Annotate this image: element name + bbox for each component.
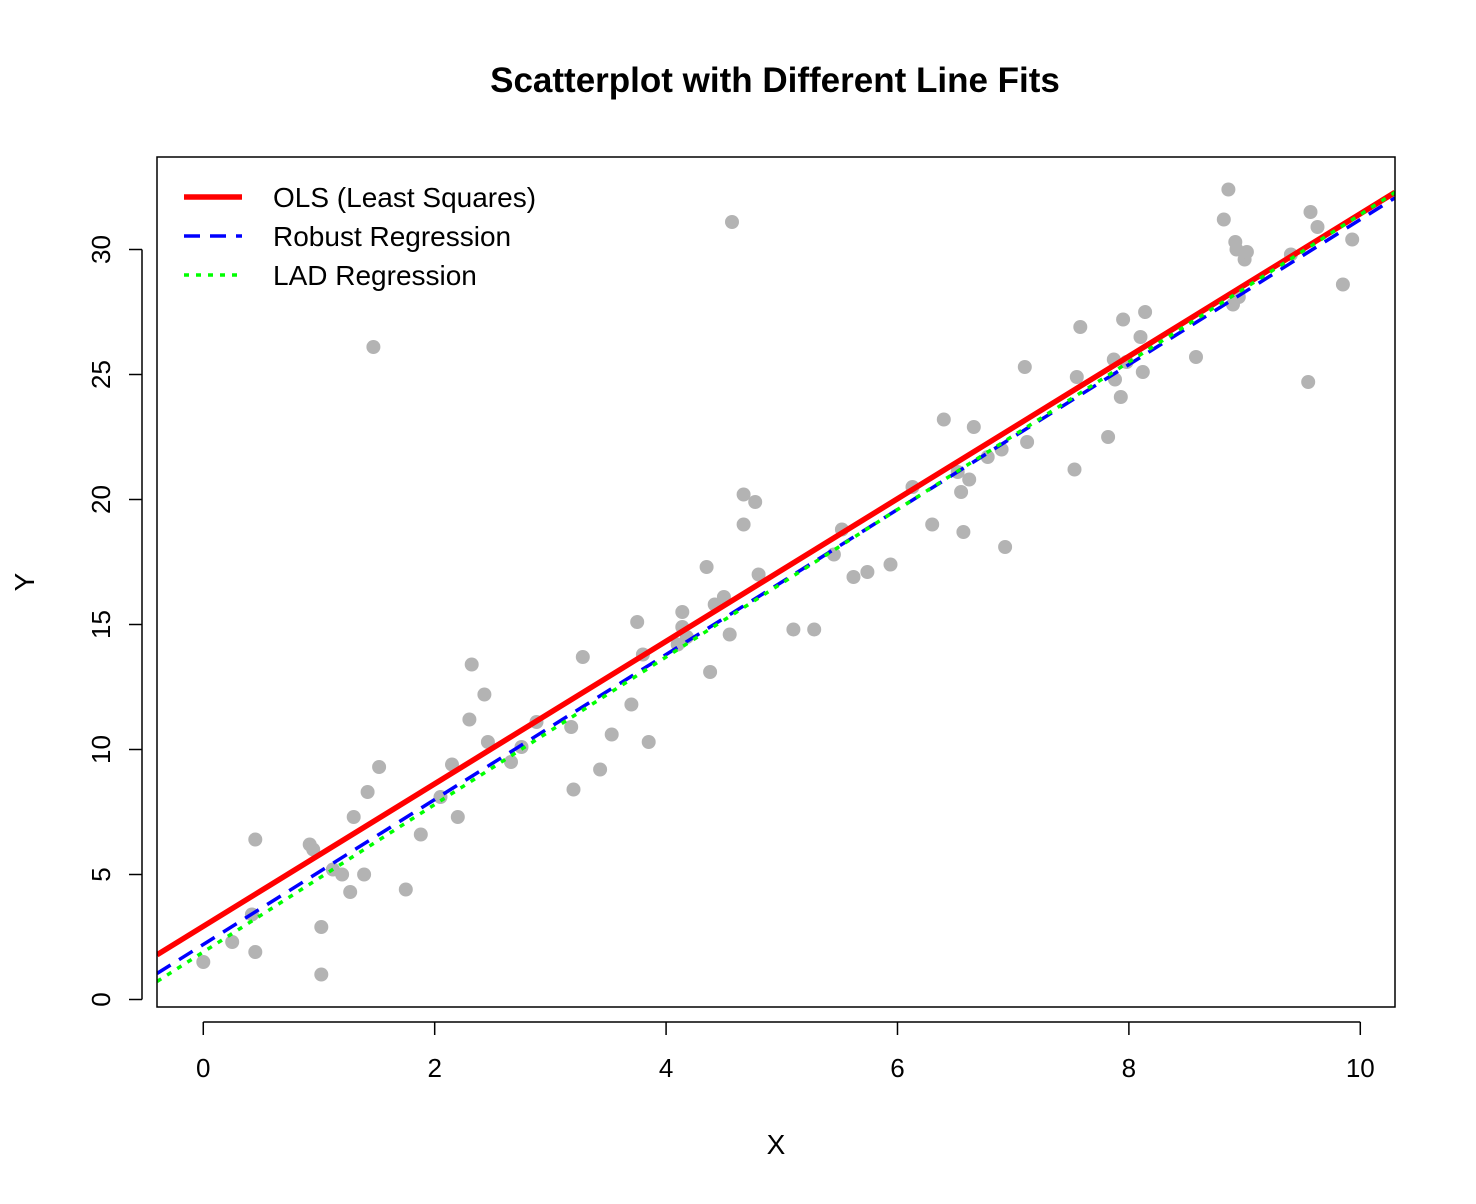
data-point	[604, 727, 619, 742]
y-tick-label: 20	[86, 485, 116, 514]
points-layer	[196, 182, 1360, 982]
data-point	[736, 517, 751, 532]
data-point	[751, 567, 766, 582]
data-point	[1303, 205, 1318, 219]
data-point	[372, 760, 387, 774]
data-point	[954, 485, 969, 499]
data-point	[1310, 220, 1325, 234]
series-line-solid	[157, 190, 1395, 958]
x-tick-label: 4	[659, 1053, 673, 1083]
legend-label: Robust Regression	[273, 221, 511, 252]
x-tick-label: 0	[196, 1053, 210, 1083]
data-point	[966, 420, 981, 434]
data-point	[962, 472, 977, 487]
data-point	[1069, 370, 1084, 384]
data-point	[1189, 350, 1203, 364]
y-tick-label: 25	[86, 360, 116, 389]
data-point	[641, 735, 656, 749]
data-point	[1135, 365, 1150, 379]
x-tick-label: 10	[1346, 1053, 1375, 1083]
data-point	[462, 712, 477, 727]
data-point	[925, 517, 940, 532]
data-point	[314, 920, 329, 934]
data-point	[1067, 462, 1082, 477]
data-point	[366, 340, 381, 354]
data-point	[1133, 330, 1148, 344]
data-point	[1020, 435, 1035, 449]
data-point	[314, 967, 329, 982]
data-point	[956, 525, 971, 539]
data-point	[477, 687, 492, 702]
data-point	[703, 665, 718, 679]
lines-layer	[157, 190, 1395, 983]
data-point	[675, 605, 690, 619]
data-point	[593, 762, 608, 777]
data-point	[335, 867, 350, 882]
data-point	[725, 215, 739, 229]
data-point	[480, 735, 495, 749]
data-point	[722, 627, 737, 642]
data-point	[566, 782, 581, 797]
data-point	[413, 827, 428, 842]
data-point	[1138, 305, 1153, 319]
data-point	[248, 832, 263, 847]
data-point	[1335, 277, 1350, 292]
x-tick-label: 2	[427, 1053, 441, 1083]
data-point	[846, 570, 861, 584]
data-point	[1116, 312, 1131, 327]
data-point	[248, 945, 263, 959]
data-point	[357, 867, 372, 882]
data-point	[398, 882, 413, 897]
data-point	[630, 615, 645, 629]
data-point	[564, 720, 579, 734]
data-point	[736, 487, 751, 502]
y-tick-label: 30	[86, 235, 116, 264]
data-point	[1345, 232, 1360, 247]
plot-frame	[156, 156, 1396, 1008]
data-point	[699, 560, 714, 574]
data-point	[936, 412, 951, 427]
data-point	[450, 810, 465, 824]
data-point	[504, 755, 518, 769]
data-point	[575, 650, 590, 664]
data-point	[464, 657, 479, 672]
y-tick-label: 0	[86, 992, 116, 1006]
x-axis: 0 2 4 6 8 10	[196, 1021, 1375, 1083]
y-axis-label: Y	[9, 572, 40, 591]
data-point	[196, 955, 211, 969]
y-tick-label: 5	[86, 867, 116, 881]
data-point	[624, 697, 639, 712]
y-tick-label: 15	[86, 610, 116, 639]
chart-title: Scatterplot with Different Line Fits	[490, 61, 1060, 100]
data-point	[883, 557, 898, 572]
legend-label: OLS (Least Squares)	[273, 182, 536, 213]
data-point	[343, 885, 358, 899]
data-point	[998, 540, 1013, 554]
data-point	[807, 622, 822, 637]
series-line-dotted	[157, 190, 1395, 983]
data-point	[1017, 360, 1032, 374]
legend: OLS (Least Squares) Robust Regression LAD …	[184, 182, 536, 291]
x-tick-label: 8	[1122, 1053, 1136, 1083]
legend-label: LAD Regression	[273, 260, 477, 291]
data-point	[346, 810, 361, 824]
y-axis: 0 5 10 15 20 25 30	[86, 235, 143, 1007]
data-point	[360, 785, 375, 799]
x-tick-label: 6	[890, 1053, 904, 1083]
data-point	[1113, 390, 1128, 404]
x-axis-label: X	[767, 1129, 786, 1160]
data-point	[1216, 212, 1231, 227]
data-point	[1239, 245, 1254, 259]
data-point	[786, 622, 801, 637]
data-point	[1073, 320, 1088, 334]
data-point	[1221, 182, 1236, 197]
data-point	[1101, 430, 1116, 444]
data-point	[225, 935, 240, 949]
data-point	[748, 495, 763, 509]
data-point	[1301, 375, 1316, 389]
data-point	[306, 842, 321, 857]
data-point	[860, 565, 875, 579]
y-tick-label: 10	[86, 735, 116, 764]
